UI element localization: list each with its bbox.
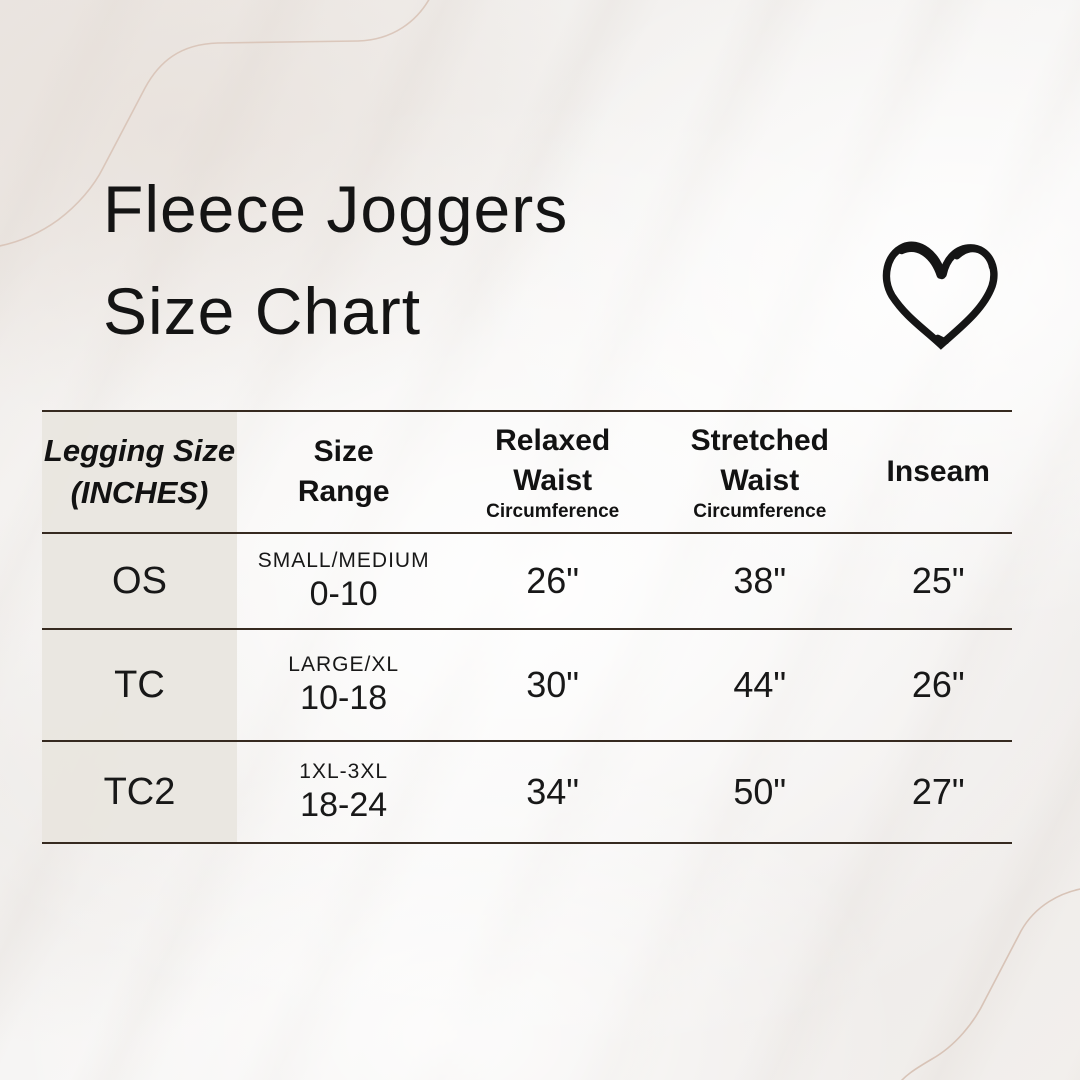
header-size-range-line1: Size xyxy=(313,435,374,468)
stretched-value: 50" xyxy=(733,771,787,812)
size-label: OS xyxy=(112,559,167,602)
header-relaxed-waist: Relaxed Waist Circumference xyxy=(450,412,655,532)
range-value: 18-24 xyxy=(300,786,388,824)
range-label: LARGE/XL xyxy=(288,653,400,676)
cell-range-tc: LARGE/XL 10-18 xyxy=(237,630,450,740)
cell-relaxed-os: 26" xyxy=(450,534,655,628)
heart-icon xyxy=(882,241,998,350)
header-size-range: Size Range xyxy=(237,412,450,532)
stretched-value: 44" xyxy=(733,664,787,705)
cell-range-os: SMALL/MEDIUM 0-10 xyxy=(237,534,450,628)
page-title-line2: Size Chart xyxy=(103,274,422,348)
range-label: 1XL-3XL xyxy=(299,760,389,783)
inseam-value: 25" xyxy=(911,560,965,601)
cell-size-tc2: TC2 xyxy=(42,742,237,842)
size-chart-table: Legging Size (INCHES) Size Range Relaxed… xyxy=(42,410,1012,844)
size-label: TC2 xyxy=(103,770,176,813)
cell-stretched-tc: 44" xyxy=(655,630,865,740)
header-legging-size-line1: Legging Size xyxy=(43,433,236,468)
cell-inseam-tc2: 27" xyxy=(865,742,1012,842)
cell-size-tc: TC xyxy=(42,630,237,740)
stretched-value: 38" xyxy=(733,560,787,601)
header-relaxed-line2: Waist xyxy=(513,464,593,497)
cell-range-tc2: 1XL-3XL 18-24 xyxy=(237,742,450,842)
table-header-row: Legging Size (INCHES) Size Range Relaxed… xyxy=(42,412,1012,534)
header-stretched-line2: Waist xyxy=(720,464,800,497)
size-label: TC xyxy=(114,663,165,706)
header-stretched-waist: Stretched Waist Circumference xyxy=(655,412,865,532)
cell-size-os: OS xyxy=(42,534,237,628)
page-title-line1: Fleece Joggers xyxy=(103,172,569,246)
relaxed-value: 26" xyxy=(526,560,580,601)
table-row-tc: TC LARGE/XL 10-18 30" 44" 26" xyxy=(42,630,1012,742)
relaxed-value: 34" xyxy=(526,771,580,812)
relaxed-value: 30" xyxy=(526,664,580,705)
header-legging-size-line2: (INCHES) xyxy=(70,475,209,510)
range-value: 10-18 xyxy=(300,679,388,717)
table-row-os: OS SMALL/MEDIUM 0-10 26" 38" 25" xyxy=(42,534,1012,630)
cell-relaxed-tc2: 34" xyxy=(450,742,655,842)
page-title: Fleece Joggers Size Chart xyxy=(103,158,568,362)
range-value: 0-10 xyxy=(309,575,378,613)
cell-stretched-tc2: 50" xyxy=(655,742,865,842)
header-relaxed-sub: Circumference xyxy=(486,501,620,522)
header-legging-size: Legging Size (INCHES) xyxy=(42,412,237,532)
range-label: SMALL/MEDIUM xyxy=(257,549,430,572)
header-relaxed-line1: Relaxed xyxy=(495,424,611,457)
header-inseam-label: Inseam xyxy=(886,455,990,488)
header-size-range-line2: Range xyxy=(297,475,390,508)
cell-inseam-os: 25" xyxy=(865,534,1012,628)
table-row-tc2: TC2 1XL-3XL 18-24 34" 50" 27" xyxy=(42,742,1012,844)
header-stretched-line1: Stretched xyxy=(690,424,829,457)
inseam-value: 27" xyxy=(911,771,965,812)
header-stretched-sub: Circumference xyxy=(693,501,827,522)
cell-inseam-tc: 26" xyxy=(865,630,1012,740)
inseam-value: 26" xyxy=(911,664,965,705)
cell-stretched-os: 38" xyxy=(655,534,865,628)
cell-relaxed-tc: 30" xyxy=(450,630,655,740)
header-inseam: Inseam xyxy=(865,412,1012,532)
